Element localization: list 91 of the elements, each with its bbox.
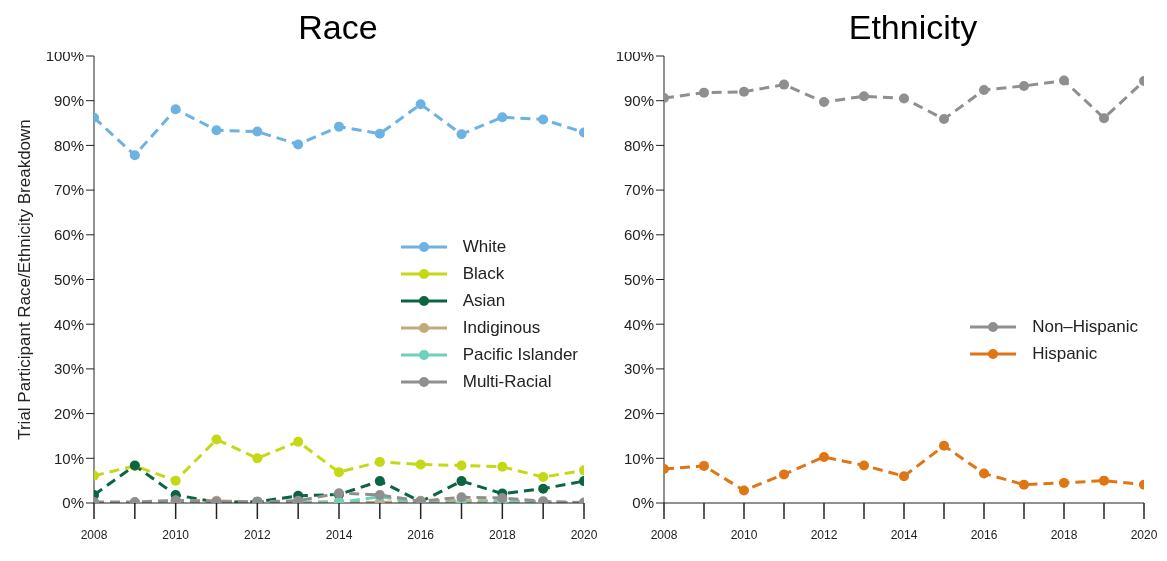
x-tick-label: 2014 — [325, 528, 353, 542]
point — [939, 114, 949, 125]
point — [456, 460, 467, 471]
point — [334, 467, 344, 478]
point — [211, 434, 222, 445]
point — [899, 471, 909, 482]
point — [252, 126, 263, 137]
point — [979, 468, 989, 479]
point — [1059, 477, 1069, 488]
point — [1019, 479, 1029, 490]
point — [739, 485, 749, 496]
point — [538, 483, 549, 494]
y-tick-label: 70% — [623, 181, 654, 199]
point — [293, 139, 304, 150]
x-tick-label: 2008 — [650, 528, 678, 542]
point — [859, 91, 869, 102]
x-tick-label: 2012 — [243, 528, 271, 542]
point — [252, 453, 263, 464]
x-tick-label: 2018 — [1050, 528, 1078, 542]
point — [374, 128, 385, 139]
point — [129, 150, 140, 161]
point — [374, 476, 385, 487]
y-axis-title: Trial Participant Race/Ethnicity Breakdown — [15, 119, 35, 440]
legend-label: Black — [462, 263, 505, 284]
x-tick-label: 2020 — [570, 528, 598, 542]
x-tick-label: 2012 — [810, 528, 838, 542]
point — [739, 86, 749, 97]
y-tick-label: 30% — [623, 360, 654, 378]
y-tick-label: 0% — [62, 494, 84, 512]
point — [979, 84, 989, 95]
x-tick-label: 2020 — [1130, 528, 1158, 542]
y-tick-label: 20% — [53, 404, 84, 422]
point — [415, 99, 426, 110]
point — [819, 451, 829, 462]
y-tick-label: 70% — [53, 181, 84, 199]
chart-title: Race — [298, 8, 378, 46]
y-tick-label: 0% — [632, 494, 654, 512]
x-tick-label: 2010 — [730, 528, 758, 542]
point — [334, 121, 344, 132]
point — [859, 460, 869, 471]
point — [538, 472, 549, 483]
chart-title: Ethnicity — [848, 8, 978, 46]
y-tick-label: 40% — [623, 315, 654, 333]
y-tick-label: 80% — [53, 136, 84, 154]
point — [779, 469, 789, 480]
point — [497, 112, 508, 123]
y-tick-label: 60% — [53, 226, 84, 244]
y-tick-label: 40% — [53, 315, 84, 333]
legend-label: Hispanic — [1032, 343, 1098, 364]
point — [819, 97, 829, 108]
point — [170, 475, 181, 486]
point — [415, 459, 426, 470]
point — [456, 476, 467, 487]
y-tick-label: 50% — [53, 270, 84, 288]
y-tick-label: 50% — [623, 270, 654, 288]
x-tick-label: 2016 — [407, 528, 435, 542]
point — [1019, 80, 1029, 91]
y-tick-label: 90% — [623, 92, 654, 110]
point — [538, 114, 549, 125]
point — [1099, 113, 1109, 124]
point — [170, 104, 181, 115]
x-tick-label: 2014 — [890, 528, 918, 542]
point — [1099, 475, 1109, 486]
point — [211, 125, 222, 136]
point — [939, 440, 949, 451]
x-tick-label: 2018 — [488, 528, 516, 542]
y-tick-label: 80% — [623, 136, 654, 154]
y-tick-label: 20% — [623, 404, 654, 422]
point — [779, 79, 789, 90]
legend-label: White — [462, 236, 507, 257]
point — [293, 436, 304, 447]
legend-label: Asian — [462, 290, 506, 311]
legend-label: Non–Hispanic — [1032, 316, 1138, 337]
y-tick-label: 60% — [623, 226, 654, 244]
y-tick-label: 10% — [623, 449, 654, 467]
y-tick-label: 10% — [53, 449, 84, 467]
point — [456, 129, 467, 140]
x-tick-label: 2008 — [80, 528, 108, 542]
x-tick-label: 2016 — [970, 528, 998, 542]
point — [1059, 75, 1069, 86]
legend-label: Pacific Islander — [462, 344, 578, 365]
point — [899, 93, 909, 104]
point — [699, 460, 709, 471]
point — [374, 456, 385, 467]
point — [497, 461, 508, 472]
point — [699, 87, 709, 98]
y-tick-label: 90% — [53, 92, 84, 110]
legend-label: Indiginous — [462, 317, 541, 338]
x-tick-label: 2010 — [162, 528, 190, 542]
legend-label: Multi-Racial — [462, 371, 552, 392]
y-tick-label: 30% — [53, 360, 84, 378]
